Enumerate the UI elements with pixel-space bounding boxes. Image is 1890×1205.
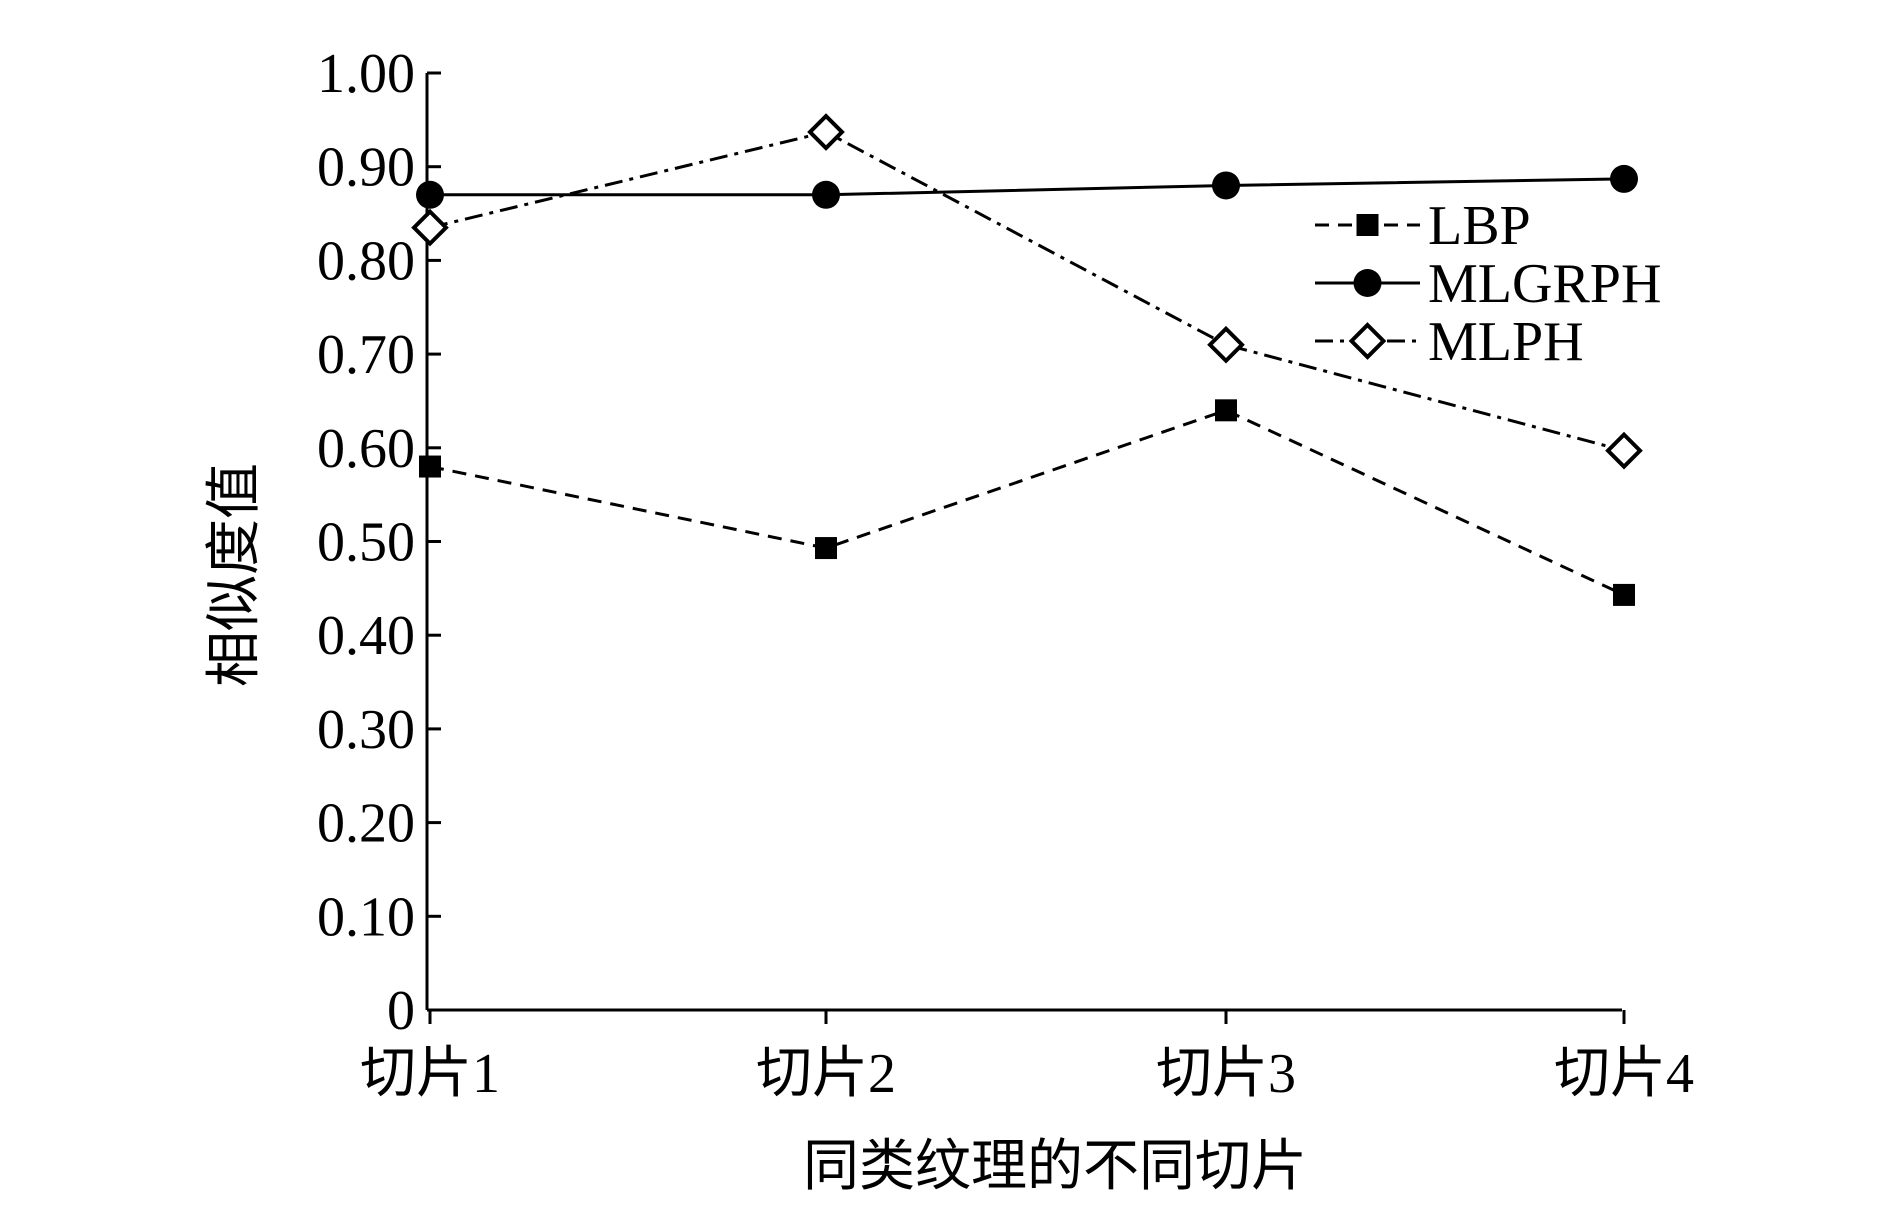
data-point-lbp [419, 455, 441, 478]
series-line-lbp [429, 408, 1625, 597]
y-tick-label: 0.40 [317, 605, 415, 667]
data-point-mlgrph [1610, 164, 1638, 193]
legend-marker [1353, 269, 1382, 297]
x-tick-label: 切片1 [360, 1043, 500, 1105]
y-tick-label: 0 [387, 980, 415, 1042]
series-mlgrph [416, 164, 1638, 209]
data-point-mlgrph [1212, 171, 1240, 200]
y-tick-label: 0.20 [317, 793, 415, 855]
legend-label: LBP [1428, 195, 1531, 257]
legend-label: MLPH [1428, 311, 1584, 373]
data-point-lbp [1215, 399, 1237, 422]
legend-label: MLGRPH [1428, 253, 1661, 315]
data-point-mlph [411, 208, 449, 247]
y-axis-title: 相似度值 [202, 463, 267, 687]
y-tick-label: 0.50 [317, 512, 415, 574]
y-tick-label: 0.70 [317, 324, 415, 386]
y-tick-label: 1.00 [317, 43, 415, 105]
data-point-mlgrph [416, 180, 444, 209]
data-point-mlph [1605, 431, 1643, 470]
legend-marker [1356, 214, 1379, 236]
data-point-lbp [815, 537, 837, 560]
series-layer [411, 113, 1643, 606]
x-tick-label: 切片4 [1554, 1043, 1694, 1105]
data-point-mlgrph [812, 180, 840, 209]
y-tick-label: 0.90 [317, 137, 415, 199]
series-lbp [419, 399, 1635, 606]
y-tick-label: 0.60 [317, 418, 415, 480]
y-tick-label: 0.30 [317, 699, 415, 761]
legend-item-mlph: MLPH [1315, 311, 1584, 373]
legend-item-mlgrph: MLGRPH [1315, 253, 1661, 315]
x-axis-title: 同类纹理的不同切片 [803, 1134, 1307, 1199]
x-tick-label: 切片3 [1156, 1043, 1296, 1105]
y-axis-ticks: 0 0.10 0.20 0.30 0.40 0.50 0.60 0.70 0.80 0.90 1.0… [317, 43, 441, 1042]
data-point-mlph [807, 113, 845, 151]
y-tick-label: 0.10 [317, 886, 415, 948]
x-axis-ticks: 切片1 切片2 切片3 切片4 [360, 1010, 1694, 1105]
x-tick-label: 切片2 [756, 1043, 896, 1105]
legend-marker [1348, 322, 1387, 360]
series-mlph [411, 113, 1643, 470]
legend-item-lbp: LBP [1315, 195, 1531, 257]
series-line-mlgrph [430, 177, 1625, 197]
data-point-lbp [1613, 583, 1635, 606]
y-tick-label: 0.80 [317, 230, 415, 292]
data-point-mlph [1207, 325, 1245, 364]
